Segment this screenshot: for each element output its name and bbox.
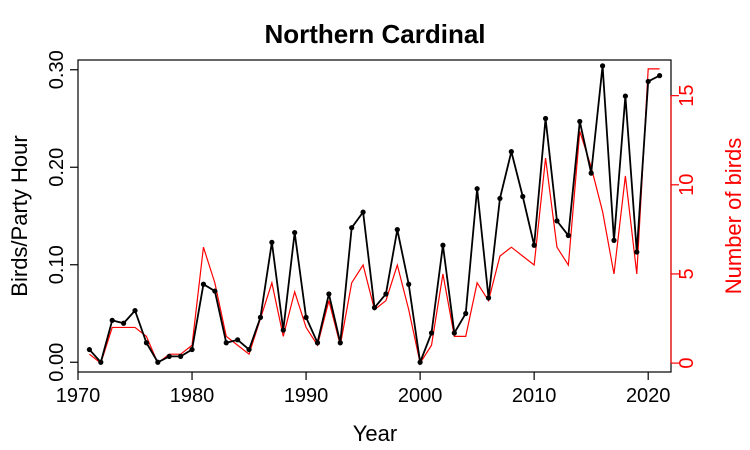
data-point	[485, 295, 492, 301]
data-point	[394, 227, 400, 233]
y2-tick-label: 10	[676, 174, 698, 196]
data-point	[428, 330, 435, 336]
data-point	[223, 340, 229, 346]
data-point	[257, 314, 264, 320]
x-axis-label: Year	[353, 421, 397, 446]
data-point	[98, 359, 104, 365]
data-point	[178, 353, 184, 359]
data-point	[109, 317, 115, 323]
x-tick-label: 2010	[512, 385, 557, 407]
y2-tick-label: 0	[676, 358, 698, 369]
data-point	[611, 237, 617, 243]
data-point	[417, 359, 423, 365]
data-point	[337, 340, 343, 346]
data-point	[497, 195, 503, 202]
data-point	[599, 63, 606, 69]
data-point	[86, 346, 93, 353]
x-tick-label: 1990	[284, 385, 329, 407]
data-point	[292, 229, 298, 236]
data-point	[645, 78, 651, 85]
y2-axis-label: Number of birds	[721, 138, 746, 295]
data-point	[360, 209, 366, 215]
data-point	[622, 93, 628, 99]
data-point	[303, 314, 309, 320]
y-axis-right: 0 5 10 15	[670, 85, 698, 369]
data-point	[166, 353, 172, 359]
x-tick-label: 2000	[398, 385, 443, 407]
data-point	[235, 337, 241, 343]
y-tick-label: 0.30	[46, 50, 68, 89]
data-point	[383, 291, 389, 297]
data-point	[121, 320, 127, 326]
chart-title: Northern Cardinal	[264, 19, 485, 49]
data-point	[326, 291, 332, 297]
data-point	[656, 73, 663, 79]
y-axis-left: 0.00 0.10 0.20 0.30	[46, 50, 78, 382]
data-point	[634, 249, 640, 255]
data-point	[280, 327, 286, 333]
plot-area-frame	[77, 59, 672, 373]
x-axis: 1970 1980 1990 2000 2010 2020	[56, 372, 671, 407]
data-point	[474, 186, 480, 192]
data-point	[406, 281, 412, 287]
series-line-number-of-birds	[89, 68, 660, 365]
data-point	[314, 340, 321, 346]
x-tick-label: 1980	[170, 385, 215, 407]
y-tick-label: 0.10	[46, 245, 68, 284]
data-point	[132, 307, 138, 314]
data-point	[588, 170, 594, 176]
data-point	[440, 242, 446, 248]
series-layer	[86, 63, 663, 366]
data-point	[212, 288, 218, 294]
data-point	[542, 115, 549, 122]
x-tick-label: 2020	[626, 385, 671, 407]
y-axis-label: Birds/Party Hour	[7, 135, 32, 296]
data-point	[371, 305, 378, 311]
data-point	[463, 310, 469, 317]
series-line-birds-per-party-hour	[88, 65, 661, 366]
data-point	[269, 239, 275, 245]
y-tick-label: 0.00	[46, 343, 68, 382]
data-point	[200, 281, 207, 287]
data-point	[531, 242, 537, 248]
data-point	[349, 225, 355, 231]
data-point	[246, 346, 252, 353]
data-point	[520, 193, 526, 200]
data-point	[451, 330, 457, 336]
data-point	[508, 149, 514, 155]
y2-tick-label: 15	[676, 85, 698, 107]
data-point	[143, 340, 150, 346]
y-tick-label: 0.20	[46, 148, 68, 187]
data-point	[189, 346, 195, 353]
data-point	[554, 218, 560, 224]
data-point	[155, 359, 161, 365]
data-point	[577, 118, 583, 125]
x-tick-label: 1970	[56, 385, 101, 407]
data-point	[565, 232, 571, 239]
y2-tick-label: 5	[676, 268, 698, 279]
